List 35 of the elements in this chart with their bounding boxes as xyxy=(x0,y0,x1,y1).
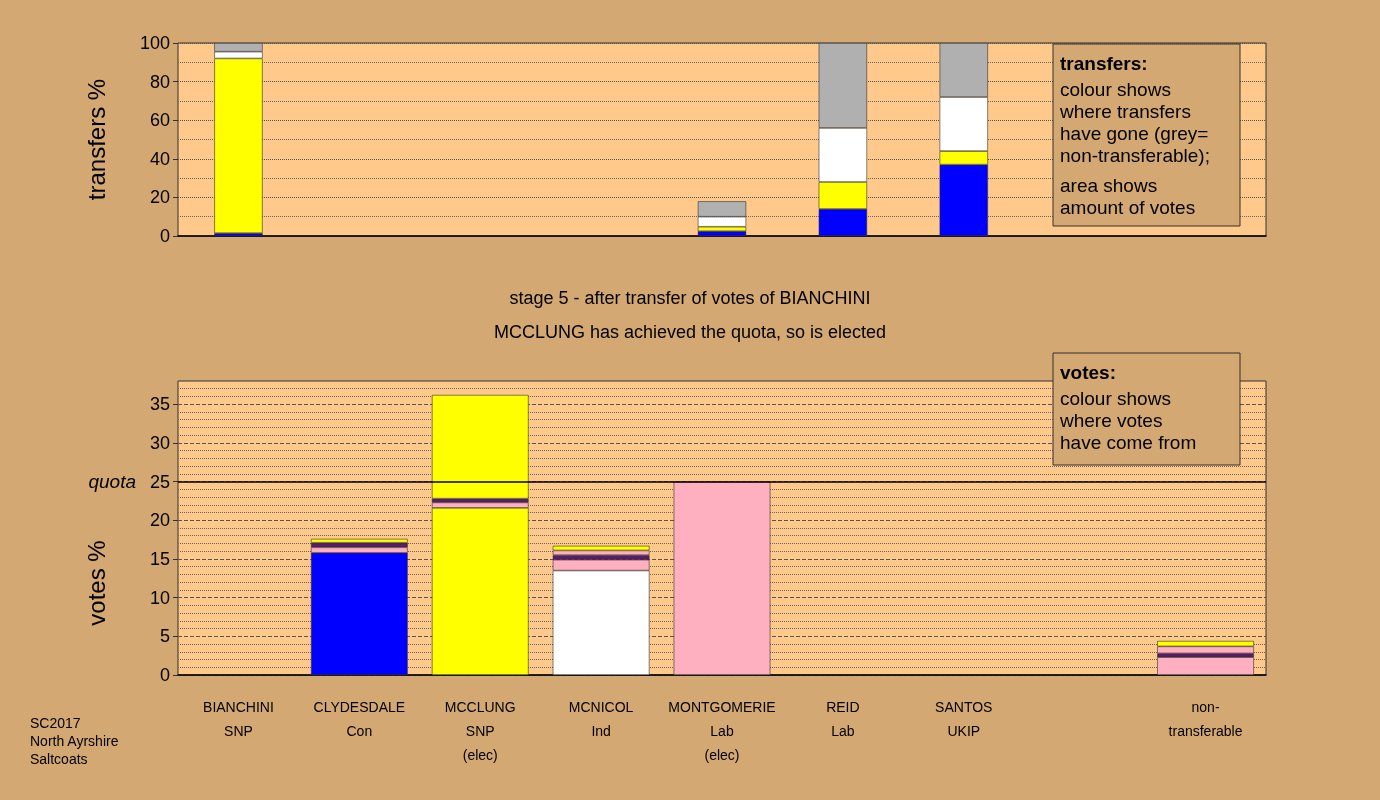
y-tick-label: 0 xyxy=(159,665,170,685)
x-tick-label: MCNICOL Ind xyxy=(568,699,634,739)
x-tick-label: non- transferable xyxy=(1168,699,1243,739)
y-tick-label: 20 xyxy=(149,187,170,208)
y-tick-label: 5 xyxy=(159,626,170,647)
annotation: colour shows where votes have come from xyxy=(1059,387,1197,453)
bar xyxy=(431,394,529,499)
bar xyxy=(552,545,650,551)
y-tick-label: 40 xyxy=(149,148,170,169)
y-tick-label: 10 xyxy=(149,587,170,608)
x-tick-label: MCCLUNG SNP (elec) xyxy=(444,699,516,763)
annotation: area shows amount of votes xyxy=(1060,174,1196,218)
text: SC2017 North Ayrshire Saltcoats xyxy=(30,715,119,767)
ref-line-label: quota xyxy=(88,471,136,493)
y-tick-label: 0 xyxy=(159,226,170,246)
x-tick-label: REID Lab xyxy=(826,699,860,739)
y-tick-label: 15 xyxy=(149,548,170,569)
x-tick-label: SANTOS UKIP xyxy=(935,699,993,739)
annotation: colour shows where transfers have gone (grey= non-transferable); xyxy=(1059,78,1210,166)
y-axis-title: transfers % xyxy=(82,78,110,201)
annotation: transfers: xyxy=(1060,52,1148,74)
y-tick-label: 35 xyxy=(149,394,170,415)
y-tick-label: 25 xyxy=(149,471,170,492)
y-tick-label: 20 xyxy=(149,510,170,531)
x-tick-label: CLYDESDALE Con xyxy=(313,699,406,739)
x-tick-label: BIANCHINI SNP xyxy=(203,699,274,739)
y-axis-title: votes % xyxy=(82,540,110,626)
y-tick-label: 30 xyxy=(149,432,170,453)
chart-title: stage 5 - after transfer of votes of BIANCHINI xyxy=(509,288,871,308)
annotation: votes: xyxy=(1060,361,1116,383)
y-tick-label: 60 xyxy=(149,110,170,131)
chart-subtitle: MCCLUNG has achieved the quota, so is elected xyxy=(493,322,887,342)
y-tick-label: 100 xyxy=(139,33,170,53)
y-tick-label: 80 xyxy=(149,71,170,92)
x-tick-label: MONTGOMERIE Lab (elec) xyxy=(668,699,776,763)
